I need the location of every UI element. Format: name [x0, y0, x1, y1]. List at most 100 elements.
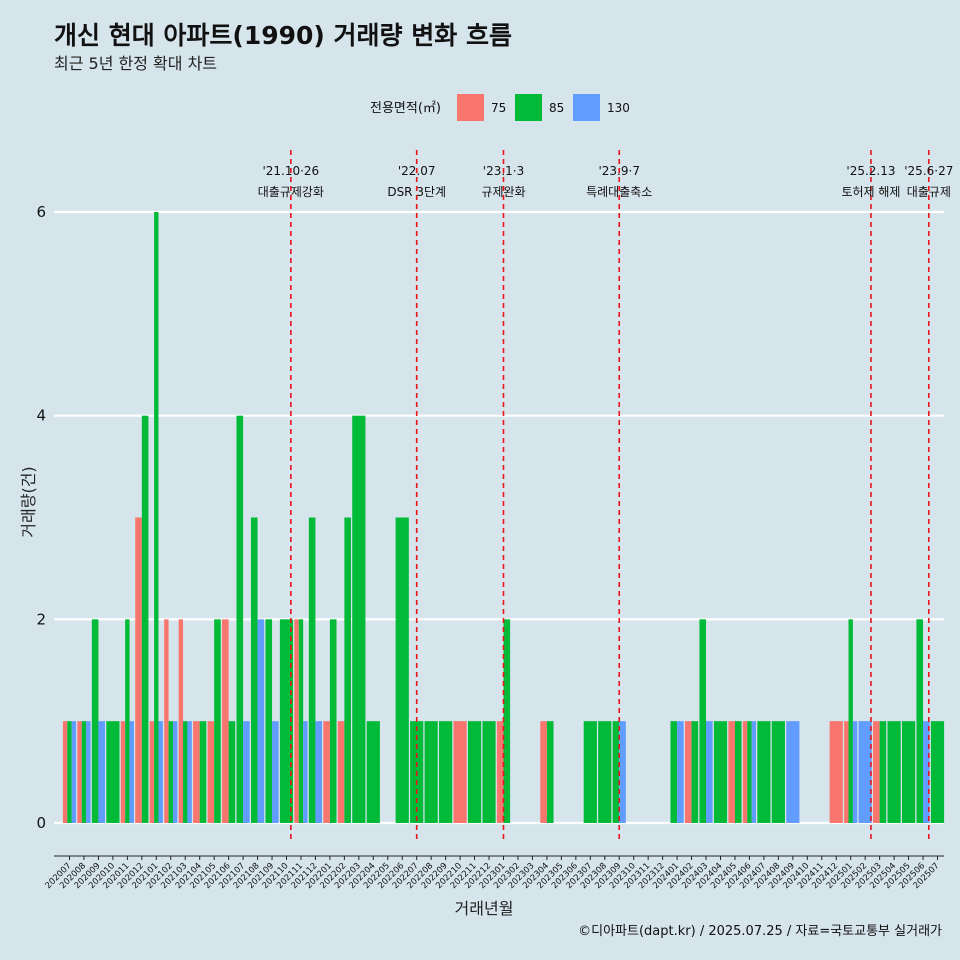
- bar-202201-75: [323, 721, 330, 823]
- bar-202403-85: [699, 619, 707, 823]
- bar-202309-85: [612, 721, 620, 823]
- bar-202011-85: [125, 619, 130, 823]
- event-date: '25.6·27: [904, 164, 953, 178]
- event-date: '22.07: [398, 164, 436, 178]
- bar-202104-85: [199, 721, 207, 823]
- bar-202012-75: [135, 517, 142, 823]
- bar-202406-75: [742, 721, 748, 823]
- bar-202412-75: [829, 721, 843, 823]
- bar-202109-85: [265, 619, 273, 823]
- event-markers: '21.10·26 대출규제강화 '22.07 DSR 3단계 '23.1·3 규제완화 '…: [258, 150, 953, 843]
- event-label: 특례대출축소: [586, 185, 652, 199]
- bar-202405-75: [728, 721, 735, 823]
- bar-202112-85: [308, 517, 316, 823]
- event-label: 토허제 해제: [841, 185, 900, 199]
- bar-202403-130: [706, 721, 713, 823]
- bar-202105-85: [214, 619, 221, 823]
- bars: [62, 212, 945, 823]
- y-tick-label: 6: [36, 203, 46, 221]
- bar-202503-85: [879, 721, 887, 823]
- bar-202009-130: [98, 721, 106, 823]
- y-tick-label: 0: [36, 814, 46, 832]
- event-label: 대출규제강화: [258, 185, 324, 199]
- y-axis: 0 2 4 6: [36, 203, 46, 832]
- event-label: 규제완화: [481, 185, 525, 199]
- bar-202111-130: [303, 721, 308, 823]
- chart-subtitle: 최근 5년 한정 확대 차트: [54, 54, 217, 73]
- event-date: '23.9·7: [598, 164, 639, 178]
- bar-202104-75: [193, 721, 200, 823]
- bar-202307-85: [583, 721, 597, 823]
- bar-202502-130: [858, 721, 872, 823]
- bar-202109-130: [272, 721, 279, 823]
- bar-202108-85: [250, 517, 258, 823]
- legend-key-75: [457, 94, 484, 121]
- bar-202402-75: [684, 721, 692, 823]
- bar-202501-75: [844, 721, 849, 823]
- bar-202209-85: [439, 721, 453, 823]
- bar-202007-75: [62, 721, 68, 823]
- y-tick-label: 2: [36, 610, 46, 628]
- bar-202304-75: [540, 721, 547, 823]
- bar-202106-75: [222, 619, 229, 823]
- bar-202011-130: [129, 721, 134, 823]
- bar-202204-85: [366, 721, 380, 823]
- bar-202409-130: [786, 721, 800, 823]
- legend-label-130: 130: [607, 101, 630, 115]
- bar-202308-85: [598, 721, 612, 823]
- bar-202504-85: [887, 721, 901, 823]
- legend-label-85: 85: [549, 101, 564, 115]
- bar-202101-85: [154, 212, 159, 823]
- bar-202406-130: [751, 721, 757, 823]
- x-axis-title: 거래년월: [455, 899, 514, 918]
- bar-202408-85: [771, 721, 785, 823]
- event-label: 대출규제: [907, 185, 951, 199]
- bar-202309-130: [619, 721, 626, 823]
- caption: ©디아파트(dapt.kr) / 2025.07.25 / 자료=국토교통부 실…: [578, 924, 942, 939]
- x-axis: 2020072020082020092020102020112020122021…: [44, 855, 944, 891]
- bar-202007-85: [67, 721, 72, 823]
- bar-202103-75: [178, 619, 184, 823]
- legend-title: 전용면적(㎡): [370, 101, 441, 116]
- bar-202402-85: [691, 721, 699, 823]
- bar-202111-75: [294, 619, 299, 823]
- bar-202011-75: [120, 721, 126, 823]
- bar-202103-85: [183, 721, 188, 823]
- bar-202202-85: [344, 517, 351, 823]
- bar-202202-75: [337, 721, 345, 823]
- bar-202304-85: [546, 721, 554, 823]
- legend: 전용면적(㎡) 75 85 130: [370, 94, 630, 121]
- event-label: DSR 3단계: [387, 185, 446, 199]
- bar-202401-85: [670, 721, 678, 823]
- bar-202112-130: [315, 721, 323, 823]
- bar-202208-85: [424, 721, 438, 823]
- bar-202203-85: [352, 415, 366, 823]
- y-axis-title: 거래량(건): [19, 466, 38, 537]
- bar-202212-85: [482, 721, 496, 823]
- bar-202107-130: [243, 721, 250, 823]
- bar-202505-85: [901, 721, 916, 823]
- bar-202407-85: [757, 721, 771, 823]
- legend-label-75: 75: [491, 101, 506, 115]
- bar-202102-130: [172, 721, 178, 823]
- bar-202211-85: [467, 721, 482, 823]
- bar-202501-85: [848, 619, 853, 823]
- bar-202108-130: [257, 619, 265, 823]
- bar-202111-85: [298, 619, 304, 823]
- bar-202010-85: [106, 721, 120, 823]
- bar-202210-75: [453, 721, 467, 823]
- bar-202201-85: [329, 619, 337, 823]
- event-date: '23.1·3: [483, 164, 524, 178]
- legend-key-130: [573, 94, 600, 121]
- bar-202012-85: [141, 415, 149, 823]
- event-date: '21.10·26: [262, 164, 319, 178]
- bar-202405-85: [734, 721, 742, 823]
- y-tick-label: 4: [36, 407, 46, 425]
- bar-202102-75: [164, 619, 169, 823]
- bar-202206-85: [395, 517, 409, 823]
- bar-202101-130: [158, 721, 163, 823]
- bar-202404-85: [713, 721, 728, 823]
- bar-202506-85: [916, 619, 924, 823]
- bar-202101-75: [149, 721, 155, 823]
